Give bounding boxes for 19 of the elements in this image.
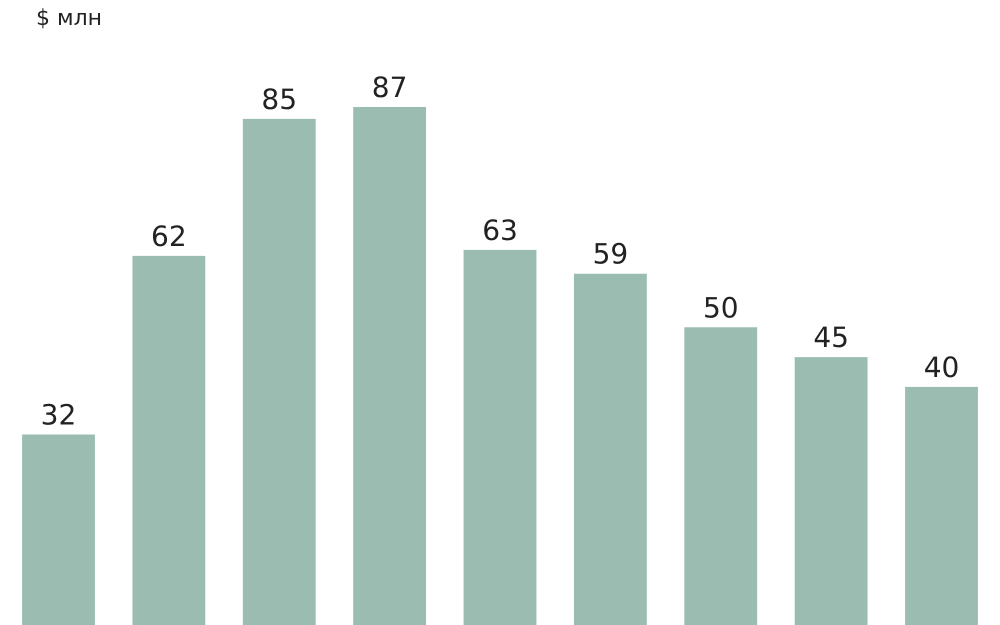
bar xyxy=(684,327,758,625)
bar xyxy=(132,256,206,625)
bar xyxy=(464,250,536,625)
bar xyxy=(353,107,426,625)
data-label: 32 xyxy=(40,398,76,432)
data-label: 59 xyxy=(592,238,628,271)
data-label: 45 xyxy=(813,321,849,354)
bar xyxy=(22,434,95,625)
data-label: 85 xyxy=(261,82,298,116)
bar xyxy=(574,274,647,625)
bar xyxy=(794,357,868,625)
data-label: 62 xyxy=(151,220,187,253)
y-axis-title: $ млн xyxy=(36,6,102,31)
data-label: 50 xyxy=(702,291,739,324)
data-label: 40 xyxy=(924,350,960,384)
bar xyxy=(905,386,978,625)
bar xyxy=(242,118,316,625)
data-label: 87 xyxy=(372,71,408,104)
data-label: 63 xyxy=(482,214,518,247)
